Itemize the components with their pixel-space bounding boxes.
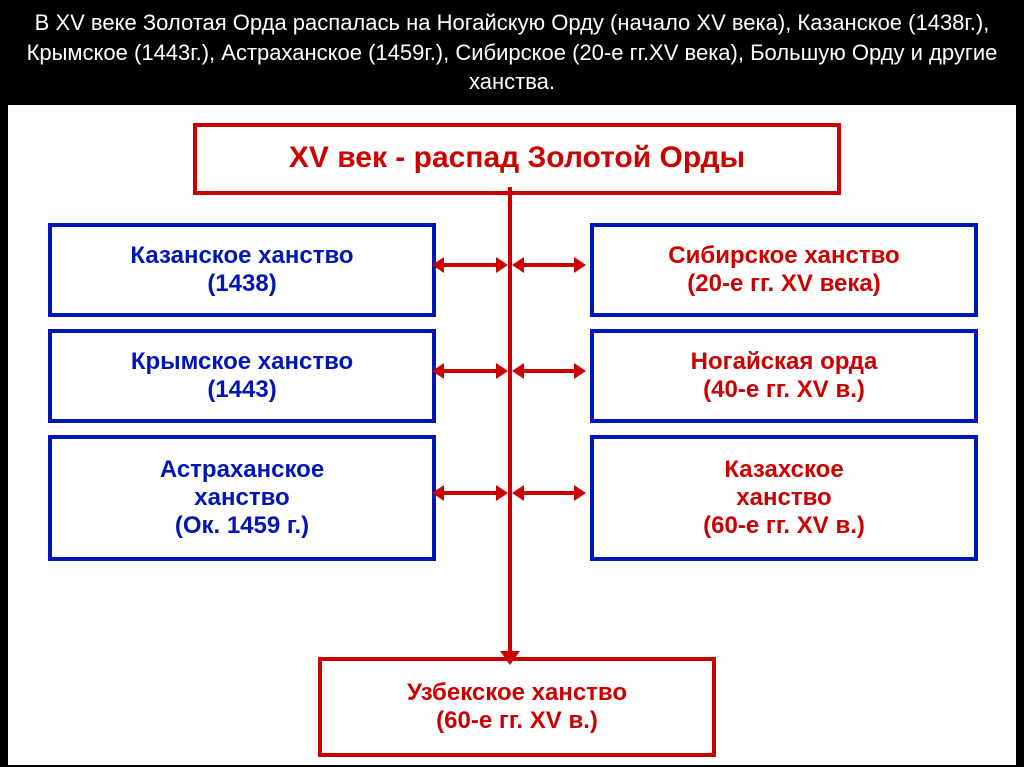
- node-line1: Астраханское: [160, 456, 324, 484]
- node-line1: Сибирское ханство: [668, 242, 899, 270]
- node-line1: Узбекское ханство: [407, 679, 627, 707]
- node-line1: Крымское ханство: [131, 348, 353, 376]
- node-line1: Ногайская орда: [691, 348, 878, 376]
- node-krym: Крымское ханство(1443): [48, 329, 436, 423]
- connector-krym: [432, 369, 508, 373]
- node-line2: ханство: [194, 484, 289, 512]
- connector-nogai: [512, 369, 586, 373]
- connector-astra: [432, 491, 508, 495]
- node-line1: Казанское ханство: [130, 242, 353, 270]
- node-line2: (40-е гг. XV в.): [703, 376, 865, 404]
- node-sibir: Сибирское ханство(20-е гг. XV века): [590, 223, 978, 317]
- node-line2: (1443): [207, 376, 276, 404]
- diagram-title: XV век - распад Золотой Орды: [193, 123, 841, 195]
- node-line2: ханство: [736, 484, 831, 512]
- node-nogai: Ногайская орда(40-е гг. XV в.): [590, 329, 978, 423]
- connector-kazakh: [512, 491, 586, 495]
- node-line2: (60-е гг. XV в.): [436, 707, 598, 735]
- connector-kazan: [432, 263, 508, 267]
- node-astra: Астраханскоеханство(Ок. 1459 г.): [48, 435, 436, 561]
- header-text: В XV веке Золотая Орда распалась на Нога…: [0, 0, 1024, 105]
- node-line2: (20-е гг. XV века): [687, 270, 880, 298]
- node-kazakh: Казахскоеханство(60-е гг. XV в.): [590, 435, 978, 561]
- diagram-canvas: XV век - распад Золотой Орды Казанское ха…: [8, 105, 1016, 765]
- node-line3: (Ок. 1459 г.): [175, 512, 309, 540]
- node-kazan: Казанское ханство(1438): [48, 223, 436, 317]
- node-line2: (1438): [207, 270, 276, 298]
- diagram-title-text: XV век - распад Золотой Орды: [197, 127, 837, 189]
- node-line1: Казахское: [724, 456, 843, 484]
- node-line3: (60-е гг. XV в.): [703, 512, 865, 540]
- node-uzbek: Узбекское ханство(60-е гг. XV в.): [318, 657, 716, 757]
- connector-sibir: [512, 263, 586, 267]
